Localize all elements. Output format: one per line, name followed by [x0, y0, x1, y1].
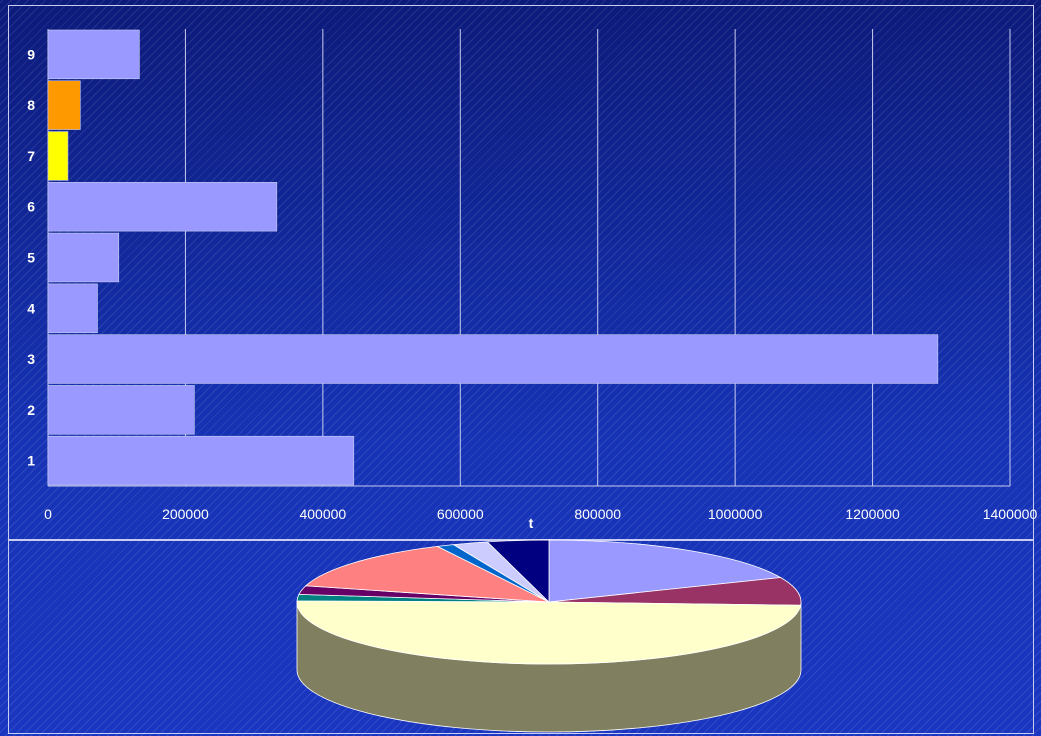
y-tick-label: 3 — [27, 351, 35, 367]
bar-chart-panel — [8, 5, 1034, 540]
pie-slice-9 — [486, 539, 550, 603]
x-axis-title: t — [529, 515, 534, 531]
pie-slice-6 — [304, 546, 550, 603]
y-tick-label: 8 — [27, 97, 35, 113]
y-tick-label: 9 — [27, 46, 35, 62]
x-tick-label: 1000000 — [708, 506, 763, 522]
bar-5 — [47, 232, 120, 283]
x-tick-label: 800000 — [574, 506, 621, 522]
x-tick-label: 0 — [44, 506, 52, 522]
x-tick-label: 200000 — [162, 506, 209, 522]
bar-2 — [47, 385, 195, 435]
x-tick-label: 400000 — [299, 506, 346, 522]
y-tick-label: 4 — [27, 300, 35, 316]
y-tick-label: 1 — [27, 453, 35, 469]
pie-slice-3 — [296, 600, 802, 665]
y-tick-label: 5 — [27, 250, 35, 266]
y-tick-label: 7 — [27, 148, 35, 164]
bar-3 — [47, 334, 939, 384]
bar-1 — [47, 435, 355, 486]
y-tick-label: 2 — [27, 402, 35, 418]
pie-slice-2 — [548, 577, 802, 606]
bar-9 — [47, 29, 140, 80]
x-tick-label: 1200000 — [845, 506, 900, 522]
bar-4 — [47, 283, 98, 333]
bar-8 — [47, 80, 81, 130]
bar-7 — [47, 131, 69, 181]
bar-chart: 0 200000 400000 600000 800000 1000000 1200000 1… — [27, 29, 1038, 531]
bar-6 — [47, 182, 278, 232]
y-tick-label: 6 — [27, 199, 35, 215]
x-tick-label: 1400000 — [983, 506, 1038, 522]
x-tick-label: 600000 — [437, 506, 484, 522]
pie-slice-1 — [548, 539, 782, 603]
